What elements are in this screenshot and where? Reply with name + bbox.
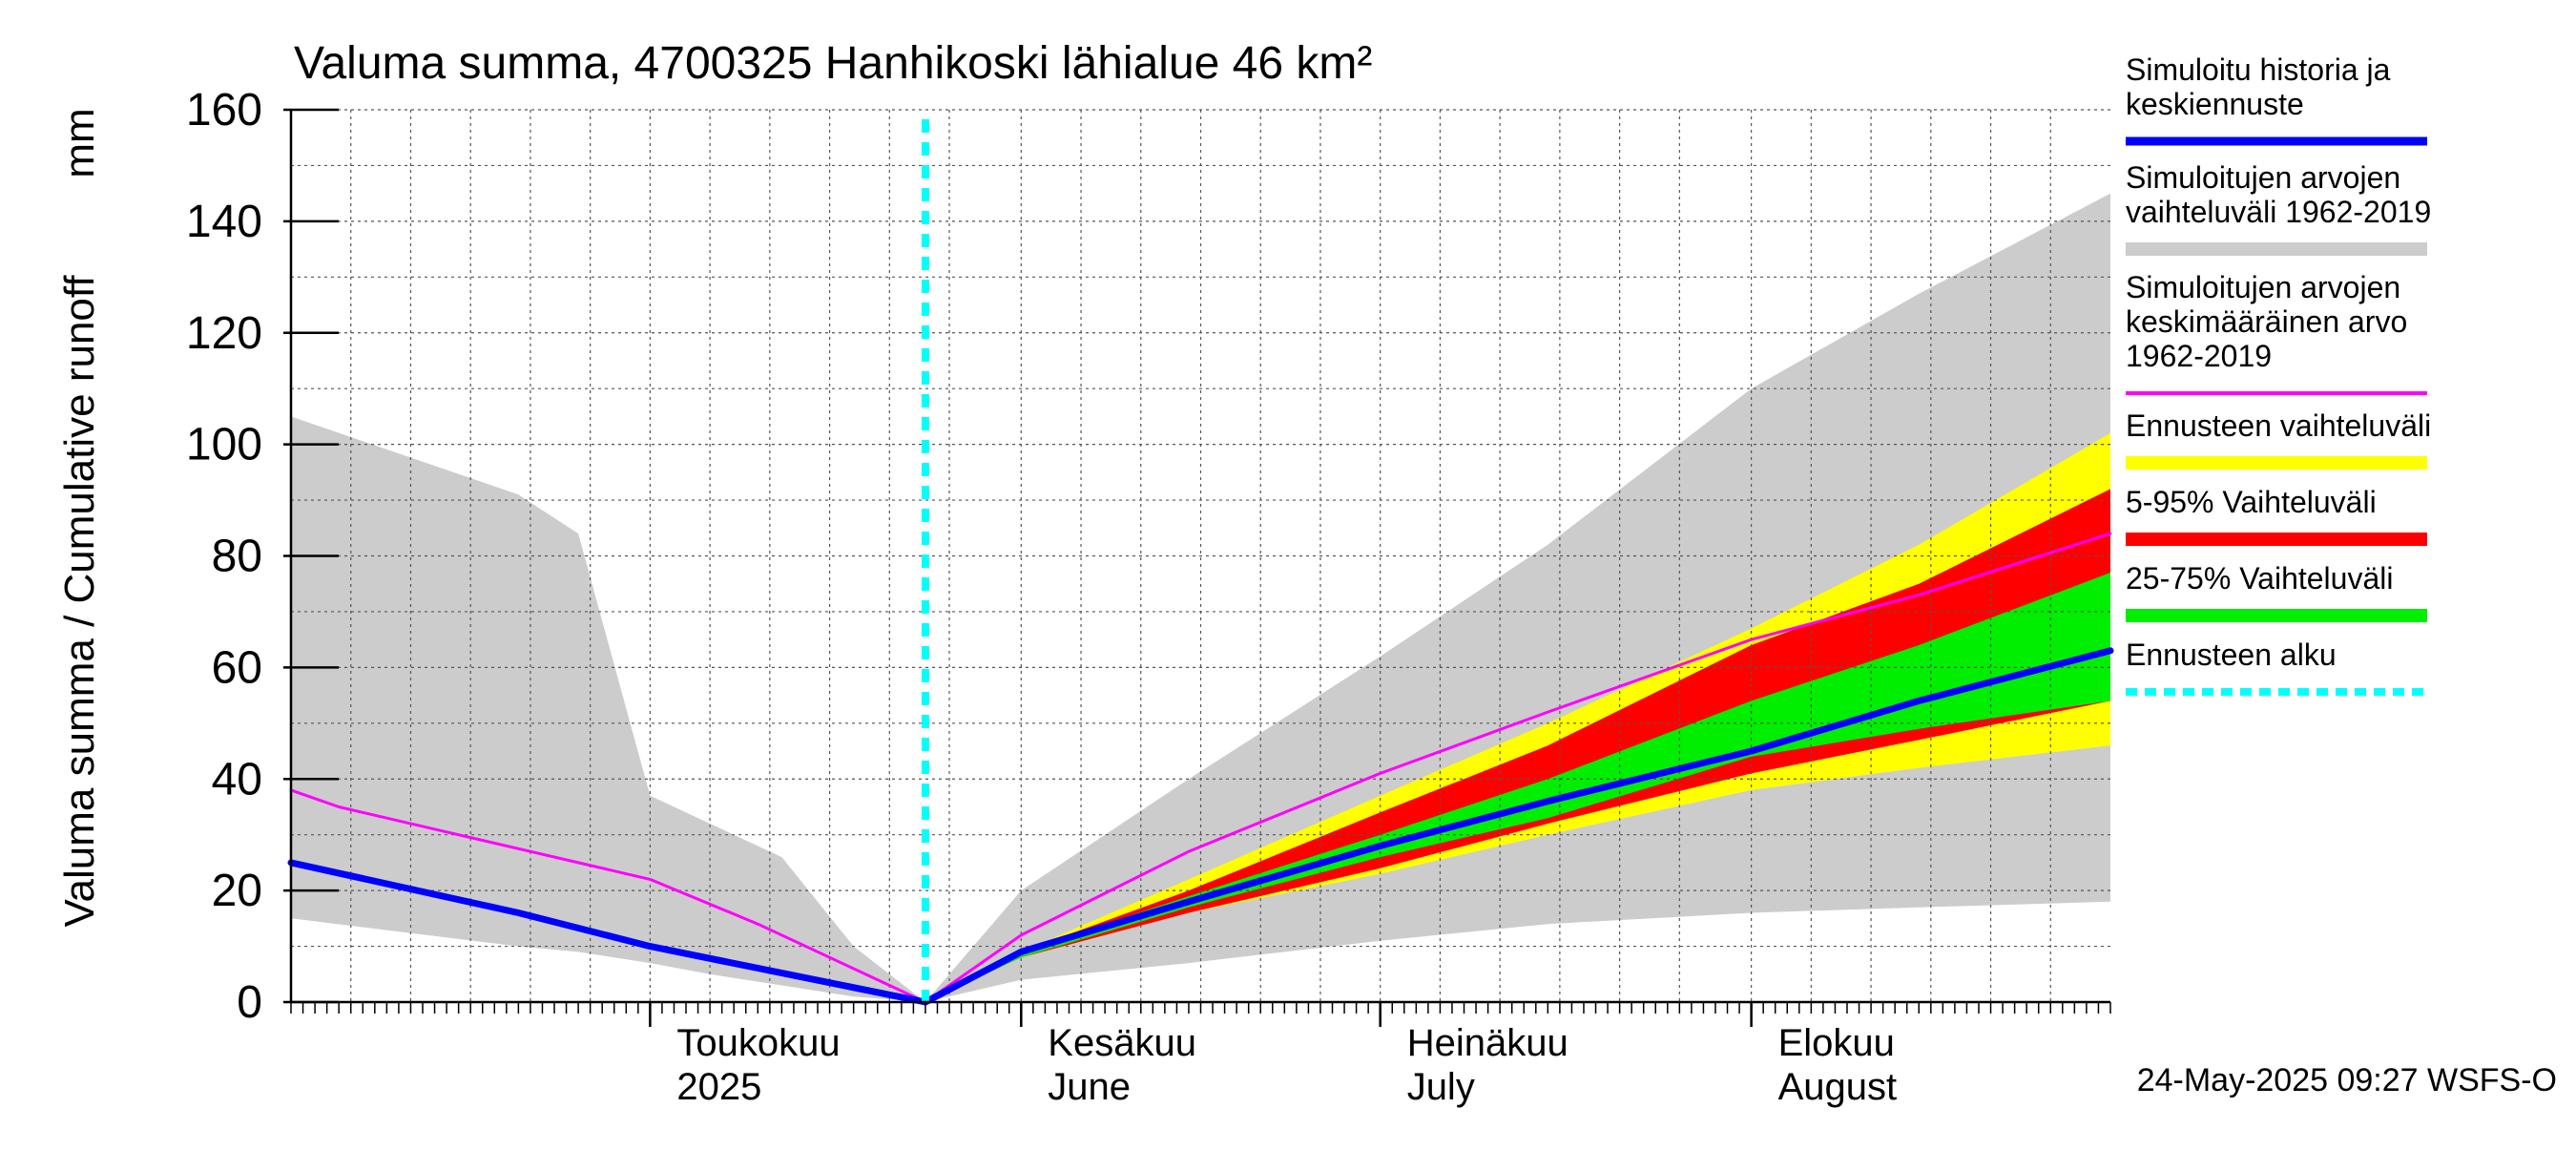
y-axis-unit: mm [56,108,103,178]
y-tick-label: 140 [186,197,262,247]
legend-label-line: Simuloitu historia ja [2126,52,2391,87]
x-month-label-en: 2025 [676,1066,761,1108]
y-tick-label: 60 [212,642,262,693]
chart-title: Valuma summa, 4700325 Hanhikoski lähialu… [294,38,1372,89]
x-month-label-en: July [1407,1066,1475,1108]
y-tick-label: 160 [186,85,262,136]
y-tick-label: 120 [186,308,262,359]
legend-label-line: 5-95% Vaihteluväli [2126,485,2377,519]
y-tick-label: 80 [212,532,262,582]
grid-layer [291,109,2110,1002]
x-month-label-fi: Toukokuu [676,1022,840,1064]
legend-label-line: Simuloitujen arvojen [2126,270,2400,304]
line-layer [287,119,2114,1006]
legend-label-line: Ennusteen vaihteluväli [2126,408,2431,443]
x-month-label-fi: Heinäkuu [1407,1022,1568,1064]
legend-label-line: 1962-2019 [2126,339,2272,373]
legend-label-line: vaihteluväli 1962-2019 [2126,195,2431,229]
x-month-label-fi: Elokuu [1778,1022,1895,1064]
legend-label-line: 25-75% Vaihteluväli [2126,561,2393,596]
x-month-label-fi: Kesäkuu [1048,1022,1196,1064]
y-tick-label: 20 [212,866,262,916]
y-axis-label: Valuma summa / Cumulative runoff [56,275,103,928]
line-series-5 [287,647,2114,1006]
x-month-label-en: August [1778,1066,1898,1108]
legend-label-line: Ennusteen alku [2126,638,2337,672]
line-series-4 [289,532,2112,1004]
y-tick-label: 40 [212,754,262,805]
y-tick-label: 100 [186,420,262,470]
timestamp: 24-May-2025 09:27 WSFS-O [2137,1062,2557,1098]
legend-label-line: keskimääräinen arvo [2126,304,2407,339]
y-tick-label: 0 [237,977,262,1028]
legend-label-line: keskiennuste [2126,87,2304,121]
band-series-2 [924,489,2110,1002]
legend-label-line: Simuloitujen arvojen [2126,160,2400,195]
x-month-label-en: June [1048,1066,1131,1108]
